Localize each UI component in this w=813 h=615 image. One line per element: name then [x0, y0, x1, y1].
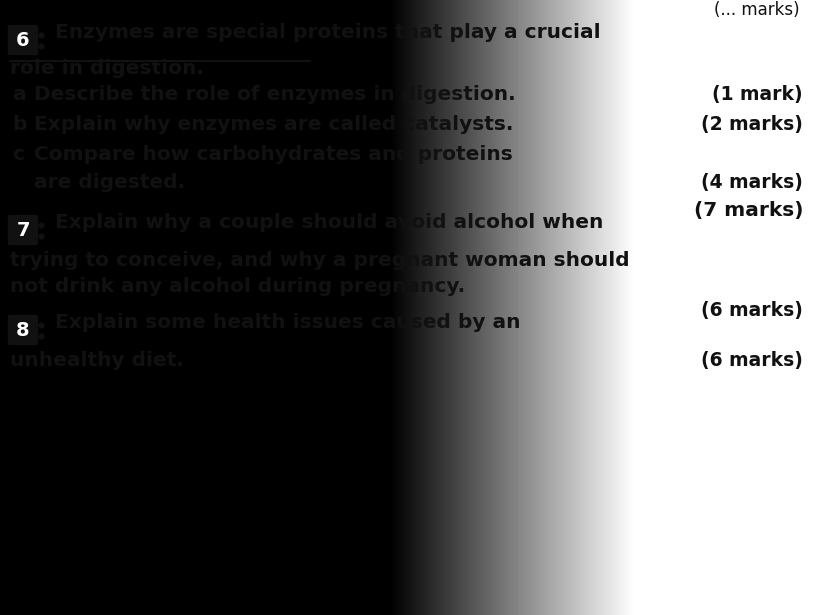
FancyBboxPatch shape: [8, 215, 37, 245]
Text: (1 mark): (1 mark): [712, 85, 803, 104]
Text: Explain why enzymes are called catalysts.: Explain why enzymes are called catalysts…: [34, 115, 513, 134]
Text: (7 marks): (7 marks): [693, 201, 803, 220]
Text: are digested.: are digested.: [34, 173, 185, 192]
Text: Explain why a couple should avoid alcohol when: Explain why a couple should avoid alcoho…: [55, 213, 603, 232]
Text: (4 marks): (4 marks): [701, 173, 803, 192]
Text: b: b: [12, 115, 27, 134]
Text: (6 marks): (6 marks): [701, 301, 803, 320]
Text: unhealthy diet.: unhealthy diet.: [10, 351, 184, 370]
FancyBboxPatch shape: [8, 315, 37, 344]
Text: role in digestion.: role in digestion.: [10, 59, 204, 78]
FancyBboxPatch shape: [8, 25, 37, 55]
Text: Compare how carbohydrates and proteins: Compare how carbohydrates and proteins: [34, 145, 513, 164]
Text: trying to conceive, and why a pregnant woman should: trying to conceive, and why a pregnant w…: [10, 251, 629, 270]
Text: Describe the role of enzymes in digestion.: Describe the role of enzymes in digestio…: [34, 85, 515, 104]
Text: Explain some health issues caused by an: Explain some health issues caused by an: [55, 314, 520, 333]
Text: c: c: [12, 145, 24, 164]
Text: Enzymes are special proteins that play a crucial: Enzymes are special proteins that play a…: [55, 23, 601, 42]
Text: 8: 8: [16, 320, 30, 339]
Text: 7: 7: [16, 221, 30, 239]
Text: (... marks): (... marks): [715, 1, 800, 19]
Text: not drink any alcohol during pregnancy.: not drink any alcohol during pregnancy.: [10, 277, 465, 296]
Text: (2 marks): (2 marks): [701, 115, 803, 134]
Text: a: a: [12, 85, 26, 104]
Text: 6: 6: [16, 31, 30, 49]
Text: (6 marks): (6 marks): [701, 351, 803, 370]
